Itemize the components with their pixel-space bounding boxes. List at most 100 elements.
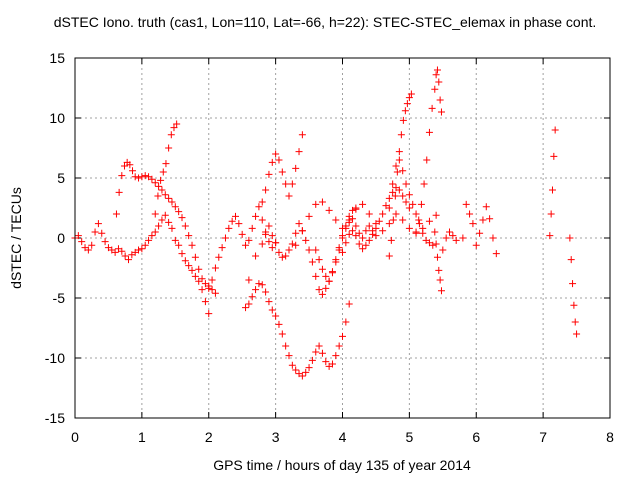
- data-point: [399, 216, 407, 224]
- series-arc-e: [242, 280, 353, 380]
- data-point: [359, 245, 367, 253]
- data-point: [101, 238, 109, 246]
- data-point: [423, 156, 431, 164]
- data-point: [282, 180, 290, 188]
- data-point: [292, 241, 300, 249]
- data-point: [379, 227, 387, 235]
- data-point: [352, 204, 360, 212]
- series-arc-p: [546, 126, 559, 240]
- data-point: [442, 234, 450, 242]
- data-point: [242, 304, 250, 312]
- data-point: [308, 356, 316, 364]
- data-point: [492, 250, 500, 258]
- data-point: [188, 266, 196, 274]
- data-point: [258, 281, 266, 289]
- data-point: [185, 232, 193, 240]
- data-point: [332, 352, 340, 360]
- data-point: [298, 131, 306, 139]
- data-point: [262, 230, 270, 238]
- data-point: [332, 256, 340, 264]
- data-point: [292, 229, 300, 237]
- data-point: [325, 277, 333, 285]
- data-marks: [71, 66, 581, 380]
- data-point: [265, 170, 273, 178]
- data-point: [178, 214, 186, 222]
- data-point: [181, 257, 189, 265]
- data-point: [551, 126, 559, 134]
- data-point: [278, 168, 286, 176]
- x-tick-label: 3: [272, 429, 280, 445]
- data-point: [165, 194, 173, 202]
- data-point: [258, 240, 266, 248]
- y-tick-label: 5: [57, 170, 65, 186]
- data-point: [318, 265, 326, 273]
- data-point: [268, 232, 276, 240]
- data-point: [158, 216, 166, 224]
- x-tick-label: 6: [472, 429, 480, 445]
- data-point: [437, 108, 445, 116]
- data-point: [349, 227, 357, 235]
- data-point: [285, 192, 293, 200]
- data-point: [405, 204, 413, 212]
- data-point: [208, 276, 216, 284]
- series-arc-a: [71, 211, 213, 318]
- data-point: [305, 246, 313, 254]
- data-point: [318, 349, 326, 357]
- data-point: [392, 210, 400, 218]
- data-point: [129, 167, 137, 175]
- data-point: [339, 248, 346, 256]
- data-point: [84, 246, 92, 254]
- data-point: [278, 253, 286, 261]
- data-point: [302, 236, 310, 244]
- x-tick-label: 0: [71, 429, 79, 445]
- data-point: [571, 318, 579, 326]
- data-point: [375, 217, 383, 225]
- data-point: [372, 224, 380, 232]
- data-point: [393, 168, 401, 176]
- x-tick-label: 1: [138, 429, 146, 445]
- data-point: [345, 212, 353, 220]
- data-point: [459, 234, 467, 242]
- data-point: [570, 301, 578, 309]
- x-tick-label: 4: [339, 429, 347, 445]
- data-point: [335, 342, 343, 350]
- data-point: [112, 210, 120, 218]
- data-point: [248, 224, 256, 232]
- data-point: [412, 228, 420, 236]
- series-arc-f: [245, 215, 380, 298]
- data-point: [268, 244, 276, 252]
- data-point: [282, 252, 290, 260]
- series-arc-d: [205, 203, 280, 292]
- data-point: [215, 253, 223, 261]
- data-point: [318, 290, 326, 298]
- data-point: [285, 352, 293, 360]
- series-arc-i: [312, 204, 360, 285]
- data-point: [567, 256, 575, 264]
- data-point: [157, 176, 165, 184]
- data-point: [292, 164, 300, 172]
- data-point: [405, 191, 413, 199]
- data-point: [402, 198, 410, 206]
- data-point: [272, 239, 280, 247]
- data-point: [342, 239, 350, 247]
- data-point: [258, 216, 266, 224]
- data-point: [546, 232, 554, 240]
- data-point: [78, 238, 86, 246]
- data-point: [248, 293, 256, 301]
- data-point: [155, 222, 163, 230]
- data-point: [165, 218, 173, 226]
- data-point: [173, 120, 181, 128]
- data-point: [312, 348, 320, 356]
- data-point: [175, 241, 183, 249]
- data-point: [355, 240, 363, 248]
- data-point: [275, 156, 283, 164]
- data-point: [435, 78, 443, 86]
- data-point: [359, 200, 367, 208]
- y-tick-label: -5: [53, 290, 66, 306]
- data-point: [258, 198, 266, 206]
- data-point: [352, 222, 360, 230]
- y-tick-label: -15: [45, 410, 65, 426]
- chart-title: dSTEC Iono. truth (cas1, Lon=110, Lat=-6…: [54, 14, 597, 30]
- data-point: [288, 180, 296, 188]
- data-point: [437, 287, 445, 295]
